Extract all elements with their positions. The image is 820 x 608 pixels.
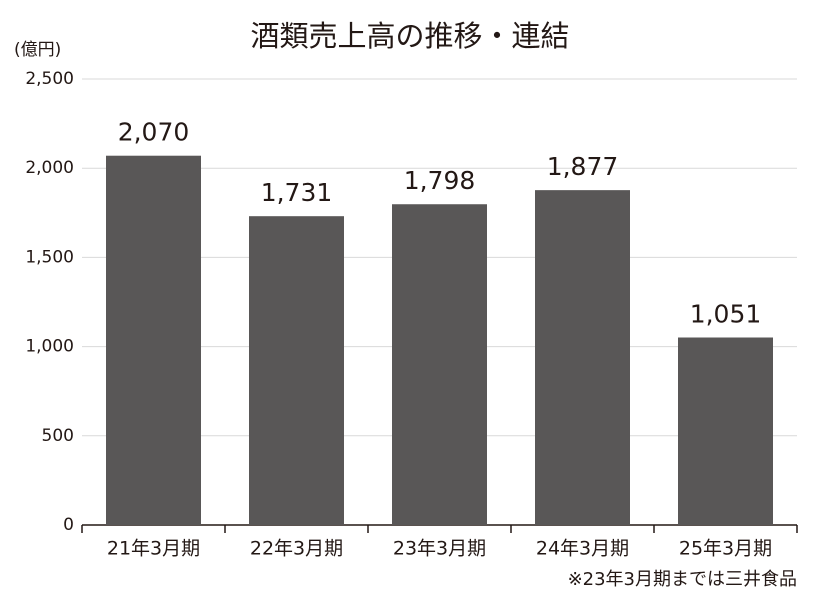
x-tick-label: 24年3月期	[536, 538, 629, 560]
value-label: 2,070	[118, 118, 190, 147]
y-axis-label: (億円)	[14, 40, 61, 60]
note: ※23年3月期までは三井食品	[568, 569, 797, 590]
y-tick-label: 1,500	[25, 247, 74, 267]
x-tick-label: 22年3月期	[250, 538, 343, 560]
bar	[535, 190, 630, 526]
y-tick-label: 500	[42, 426, 74, 446]
y-tick-label: 0	[63, 515, 74, 535]
chart-title: 酒類売上高の推移・連結	[250, 19, 569, 53]
x-tick-label: 23年3月期	[393, 538, 486, 560]
bar	[678, 337, 773, 525]
x-tick-label: 21年3月期	[107, 538, 200, 560]
y-tick-label: 1,000	[25, 337, 74, 357]
value-label: 1,798	[404, 166, 476, 195]
y-tick-label: 2,500	[25, 69, 74, 89]
bar	[249, 216, 344, 525]
value-label: 1,051	[690, 300, 762, 329]
x-tick-label: 25年3月期	[679, 538, 772, 560]
bar	[106, 155, 201, 525]
value-label: 1,731	[261, 178, 333, 207]
y-tick-label: 2,000	[25, 158, 74, 178]
value-label: 1,877	[547, 152, 619, 181]
bar	[392, 204, 487, 525]
